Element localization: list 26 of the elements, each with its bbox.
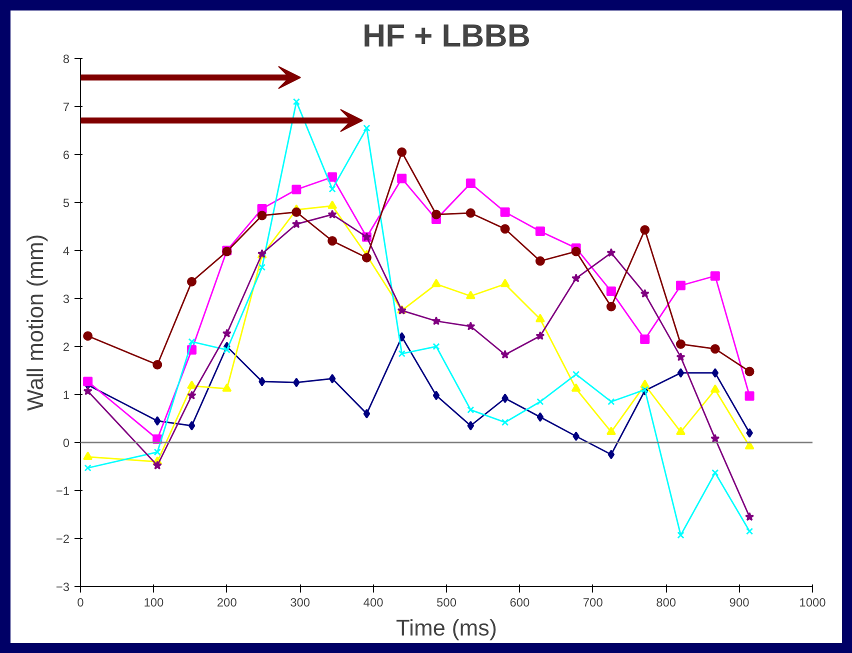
x-tick-label: 400 <box>363 596 384 610</box>
x-tick-label: 500 <box>436 596 457 610</box>
y-tick-label: 0 <box>62 436 70 450</box>
y-tick-label: 4 <box>62 244 70 258</box>
x-tick-label: 600 <box>510 596 530 610</box>
x-axis-title: Time (ms) <box>396 614 498 640</box>
x-tick-label: 100 <box>144 596 164 610</box>
y-tick-label: 2 <box>62 340 70 354</box>
chart-title: HF + LBBB <box>362 18 530 54</box>
y-tick-label: 3 <box>62 292 70 306</box>
y-tick-label: 6 <box>62 148 70 162</box>
x-tick-label: 700 <box>582 596 604 610</box>
y-tick-label: −2 <box>56 532 70 546</box>
x-tick-label: 1000 <box>799 596 826 610</box>
y-tick-label: 5 <box>62 196 70 210</box>
x-tick-label: 200 <box>216 596 238 610</box>
y-tick-label: 1 <box>62 388 70 402</box>
y-tick-label: 8 <box>62 52 70 66</box>
x-tick-label: 800 <box>656 596 676 610</box>
y-tick-label: −1 <box>56 484 70 498</box>
x-tick-label: 0 <box>77 596 84 610</box>
y-axis-title: Wall motion (mm) <box>22 234 48 411</box>
x-tick-label: 300 <box>290 596 310 610</box>
y-tick-label: 7 <box>62 100 70 114</box>
y-tick-label: −3 <box>56 580 70 594</box>
x-tick-label: 900 <box>729 596 750 610</box>
